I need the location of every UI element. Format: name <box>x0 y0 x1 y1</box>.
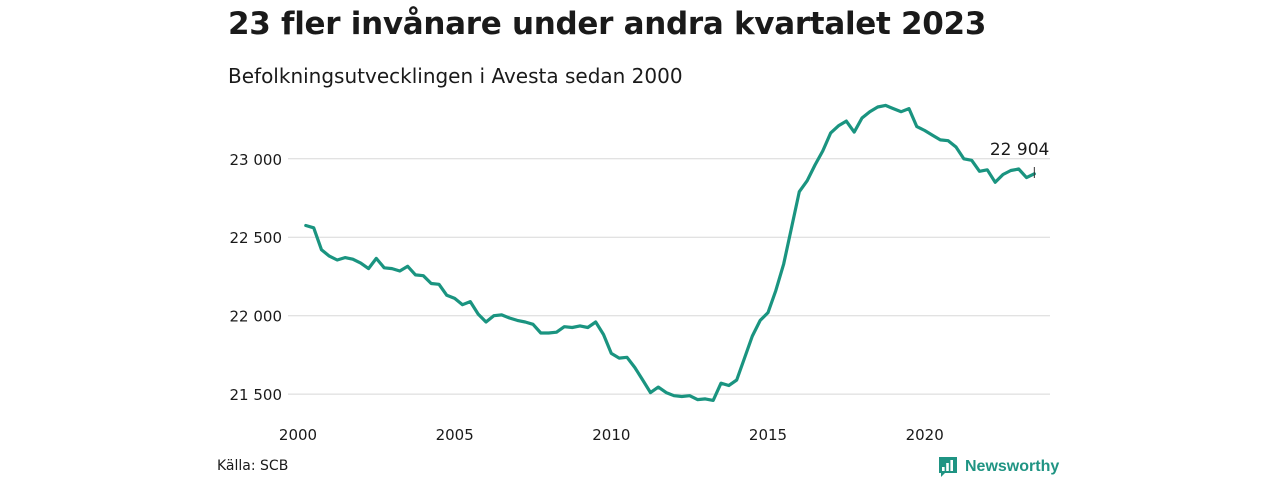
gridlines <box>288 158 1050 395</box>
chart-subtitle: Befolkningsutvecklingen i Avesta sedan 2… <box>228 64 683 88</box>
annotation-label: 22 904 <box>990 140 1049 160</box>
x-tick-label: 2010 <box>592 426 630 444</box>
chart-title: 23 fler invånare under andra kvartalet 2… <box>228 6 987 42</box>
x-tick-label: 2015 <box>749 426 787 444</box>
series-line <box>304 103 1036 402</box>
y-tick-label: 22 500 <box>230 229 283 247</box>
y-tick-label: 22 000 <box>230 308 283 326</box>
x-tick-label: 2020 <box>906 426 944 444</box>
y-tick-label: 21 500 <box>230 386 283 404</box>
source-note: Källa: SCB <box>217 458 289 474</box>
series-layer <box>304 103 1036 402</box>
annotation-layer: 22 904 <box>990 140 1049 178</box>
y-axis-ticks: 21 500 22 000 22 500 23 000 <box>230 151 283 404</box>
x-axis-ticks: 2000 2005 2010 2015 2020 <box>279 426 944 444</box>
brand-logo[interactable]: Newsworthy <box>938 456 1059 478</box>
newsworthy-logo-icon <box>939 457 957 477</box>
x-tick-label: 2000 <box>279 426 317 444</box>
y-tick-label: 23 000 <box>230 151 283 169</box>
brand-name: Newsworthy <box>965 458 1060 475</box>
x-tick-label: 2005 <box>436 426 474 444</box>
